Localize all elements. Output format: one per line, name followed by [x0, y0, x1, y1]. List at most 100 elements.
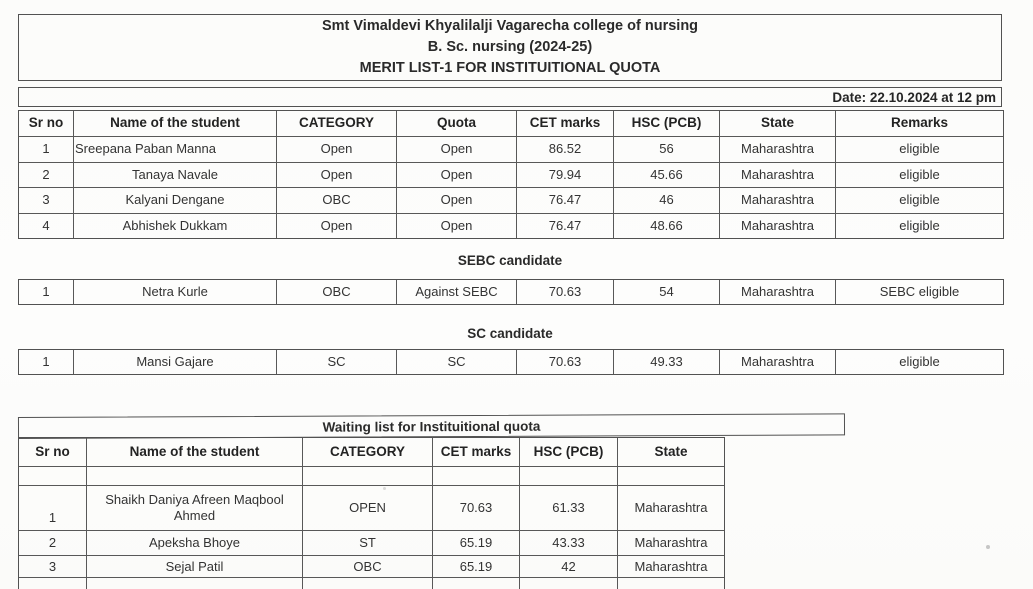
table-cell: 3 [42, 192, 50, 208]
table-cell: 1 [42, 141, 50, 157]
table-cell: OPEN [302, 486, 432, 530]
merit-list-title: MERIT LIST-1 FOR INSTITUITIONAL QUOTA [359, 60, 661, 76]
date-row: Date: 22.10.2024 at 12 pm [18, 87, 1002, 107]
column-header: Sr no [35, 443, 70, 459]
sebc-candidate-table: 1 Netra Kurle OBC Against SEBC 70.63 54 Mahara… [18, 279, 1004, 305]
table-row: 1 Mansi Gajare SC SC 70.63 49.33 Maharashtra el… [19, 350, 1003, 374]
table-cell: 70.63 [516, 350, 613, 374]
table-cell: ST [302, 531, 432, 555]
table-cell: SEBC eligible [835, 280, 1003, 304]
college-name: Smt Vimaldevi Khyalilalji Vagarecha coll… [321, 18, 699, 34]
scan-speck [383, 487, 386, 490]
table-cell: 54 [613, 280, 719, 304]
table-row [19, 466, 724, 485]
table-cell: 79.94 [516, 162, 613, 187]
table-cell: Open [396, 188, 516, 213]
sc-section-label: SC candidate [467, 326, 553, 341]
table-cell [432, 467, 519, 485]
table-cell: 76.47 [516, 188, 613, 213]
table-cell: 4 [42, 217, 50, 233]
table-cell: 56 [613, 137, 719, 162]
column-header: CET marks [516, 111, 613, 136]
table-cell: Netra Kurle [73, 280, 276, 304]
table-cell: 86.52 [516, 137, 613, 162]
table-cell: Maharashtra [617, 486, 724, 530]
table-cell: 48.66 [613, 213, 719, 238]
waiting-list-table: Sr no Name of the student CATEGORY CET mark… [18, 437, 725, 589]
table-cell: Open [396, 213, 516, 238]
table-cell: OBC [302, 556, 432, 577]
table-cell: 70.63 [516, 280, 613, 304]
table-cell [302, 578, 432, 589]
sc-candidate-table: 1 Mansi Gajare SC SC 70.63 49.33 Maharashtra el… [18, 349, 1004, 375]
table-cell: Maharashtra [719, 188, 835, 213]
table-header-row: Sr no Name of the student CATEGORY CET mark… [19, 438, 724, 466]
table-cell: Open [276, 137, 396, 162]
column-header: State [617, 438, 724, 466]
table-cell [86, 467, 302, 485]
table-cell: eligible [835, 350, 1003, 374]
column-header: CATEGORY [302, 438, 432, 466]
column-header: Name of the student [86, 438, 302, 466]
table-cell [432, 578, 519, 589]
table-cell [519, 578, 617, 589]
merit-list-table: Sr no Name of the student CATEGORY Quota CET… [18, 110, 1004, 239]
document-title-box: Smt Vimaldevi Khyalilalji Vagarecha coll… [18, 14, 1002, 81]
table-cell: 70.63 [432, 486, 519, 530]
table-cell: 49.33 [613, 350, 719, 374]
column-header: Sr no [28, 115, 64, 131]
table-cell: 42 [519, 556, 617, 577]
sebc-section-label: SEBC candidate [457, 253, 563, 268]
column-header: CET marks [432, 438, 519, 466]
table-cell: eligible [835, 213, 1003, 238]
table-row: 3 Kalyani Dengane OBC Open 76.47 46 Maharashtr… [19, 187, 1003, 213]
table-cell [19, 578, 86, 589]
table-cell [617, 467, 724, 485]
table-cell [302, 467, 432, 485]
column-header: HSC (PCB) [613, 111, 719, 136]
table-row: 2 Tanaya Navale Open Open 79.94 45.66 Maharash… [19, 161, 1003, 187]
table-cell: 45.66 [613, 162, 719, 187]
table-cell: Open [396, 137, 516, 162]
table-row: 1 Shaikh Daniya Afreen Maqbool Ahmed OPEN 7… [19, 485, 724, 530]
course-title: B. Sc. nursing (2024-25) [427, 39, 593, 55]
column-header: State [719, 111, 835, 136]
table-cell: OBC [276, 188, 396, 213]
date-text: Date: 22.10.2024 at 12 pm [832, 89, 996, 105]
table-cell: Maharashtra [617, 531, 724, 555]
table-row: 1 Sreepana Paban Manna Open Open 86.52 56 Maha… [19, 136, 1003, 162]
table-row [19, 577, 724, 589]
table-cell: SC [396, 350, 516, 374]
table-cell: Sreepana Paban Manna [73, 137, 276, 162]
table-cell: eligible [835, 162, 1003, 187]
table-row: 3 Sejal Patil OBC 65.19 42 Maharashtra [19, 555, 724, 577]
table-cell: SC [276, 350, 396, 374]
table-cell: 46 [613, 188, 719, 213]
table-cell: 1 [42, 354, 50, 370]
waiting-list-title: Waiting list for Instituitional quota [17, 413, 846, 439]
table-cell: 2 [42, 166, 50, 182]
column-header: Quota [396, 111, 516, 136]
table-row: 4 Abhishek Dukkam Open Open 76.47 48.66 Mahara… [19, 212, 1003, 238]
table-cell: 2 [48, 535, 57, 551]
table-cell: Maharashtra [719, 350, 835, 374]
column-header: HSC (PCB) [519, 438, 617, 466]
table-cell: OBC [276, 280, 396, 304]
table-cell: 65.19 [432, 531, 519, 555]
table-cell: Maharashtra [617, 556, 724, 577]
table-cell: Against SEBC [396, 280, 516, 304]
table-cell: Open [276, 162, 396, 187]
table-cell: Abhishek Dukkam [73, 213, 276, 238]
table-cell: Tanaya Navale [73, 162, 276, 187]
column-header: Remarks [835, 111, 1003, 136]
table-cell: Open [396, 162, 516, 187]
table-cell: Maharashtra [719, 213, 835, 238]
table-cell: 61.33 [519, 486, 617, 530]
table-cell: Maharashtra [719, 280, 835, 304]
table-cell: 43.33 [519, 531, 617, 555]
table-cell [19, 467, 86, 485]
table-cell: 76.47 [516, 213, 613, 238]
table-row: 2 Apeksha Bhoye ST 65.19 43.33 Maharashtra [19, 530, 724, 555]
column-header: CATEGORY [276, 111, 396, 136]
